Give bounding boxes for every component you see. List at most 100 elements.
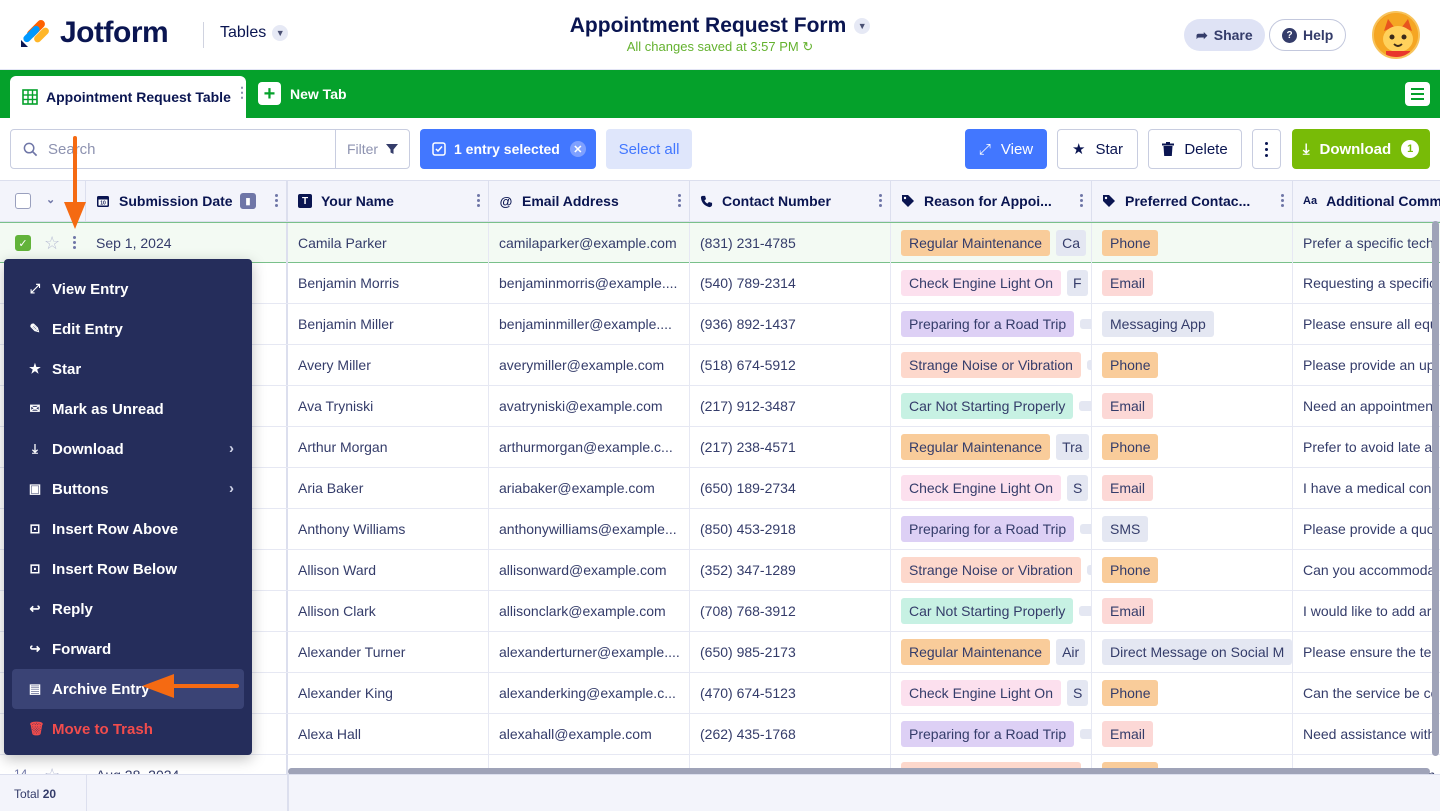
delete-button[interactable]: Delete — [1148, 129, 1242, 169]
cell-submission-date[interactable] — [86, 427, 288, 467]
hamburger-menu-button[interactable] — [1405, 82, 1430, 106]
menu-item-insert-row-below[interactable]: ⊡ Insert Row Below — [12, 549, 244, 589]
chevron-down-icon[interactable]: ▼ — [854, 18, 871, 35]
cell-email[interactable]: benjaminmorris@example.... — [489, 263, 690, 303]
pin-icon[interactable]: ▮ — [240, 193, 256, 209]
cell-submission-date[interactable] — [86, 263, 288, 303]
section-dropdown[interactable]: Tables ▼ — [220, 24, 289, 42]
vertical-scrollbar[interactable] — [1432, 221, 1439, 756]
cell-reason[interactable]: Regular Maintenance Tra — [891, 427, 1092, 467]
cell-reason[interactable]: Strange Noise or Vibration — [891, 550, 1092, 590]
cell-phone[interactable]: (831) 231-4785 — [690, 223, 891, 263]
table-row[interactable]: Anthony Williams anthonywilliams@example.… — [0, 509, 1440, 550]
cell-email[interactable]: anthonywilliams@example... — [489, 509, 690, 549]
cell-name[interactable]: Aria Baker — [288, 468, 489, 508]
cell-reason[interactable]: Car Not Starting Properly — [891, 591, 1092, 631]
cell-preferred-contact[interactable]: Email — [1092, 714, 1293, 754]
share-button[interactable]: ➦ Share — [1184, 19, 1265, 51]
more-actions-button[interactable] — [1252, 129, 1281, 169]
cell-additional-comments[interactable]: Please provide an up — [1303, 357, 1435, 373]
cell-email[interactable]: ariabaker@example.com — [489, 468, 690, 508]
cell-additional-comments[interactable]: Please provide a quo — [1303, 521, 1435, 537]
cell-email[interactable]: allisonclark@example.com — [489, 591, 690, 631]
cell-reason[interactable]: Preparing for a Road Trip — [891, 509, 1092, 549]
cell-phone[interactable]: (352) 347-1289 — [690, 550, 891, 590]
cell-reason[interactable]: Check Engine Light On S — [891, 468, 1092, 508]
search-box[interactable] — [10, 129, 336, 169]
cell-name[interactable]: Allison Clark — [288, 591, 489, 631]
horizontal-scrollbar[interactable] — [288, 768, 1430, 775]
cell-additional-comments[interactable]: Can the service be co — [1303, 685, 1439, 701]
cell-additional-comments[interactable]: Need an appointment — [1303, 398, 1437, 414]
menu-item-forward[interactable]: ↪ Forward — [12, 629, 244, 669]
menu-item-star[interactable]: ★ Star — [12, 349, 244, 389]
cell-email[interactable]: alexanderking@example.c... — [489, 673, 690, 713]
cell-name[interactable]: Avery Miller — [288, 345, 489, 385]
cell-reason[interactable]: Strange Noise or Vibration — [891, 345, 1092, 385]
menu-item-download[interactable]: ⤓ Download › — [12, 429, 244, 469]
cell-phone[interactable]: (936) 892-1437 — [690, 304, 891, 344]
menu-item-insert-row-above[interactable]: ⊡ Insert Row Above — [12, 509, 244, 549]
download-button[interactable]: ⤓ Download 1 — [1292, 129, 1430, 169]
cell-submission-date[interactable] — [86, 468, 288, 508]
column-header-your-name[interactable]: T Your Name — [288, 181, 489, 221]
cell-submission-date[interactable] — [86, 632, 288, 672]
select-all-button[interactable]: Select all — [606, 129, 692, 169]
cell-submission-date[interactable] — [86, 509, 288, 549]
column-header-submission-date[interactable]: 10 Submission Date ▮ — [86, 181, 288, 221]
form-title[interactable]: Appointment Request Form ▼ — [0, 14, 1440, 38]
cell-reason[interactable]: Check Engine Light On S — [891, 673, 1092, 713]
cell-submission-date[interactable] — [86, 591, 288, 631]
cell-additional-comments[interactable]: Prefer a specific tech — [1303, 235, 1434, 251]
cell-additional-comments[interactable]: I have a medical cond — [1303, 480, 1440, 496]
cell-submission-date[interactable] — [86, 714, 288, 754]
cell-preferred-contact[interactable]: Phone — [1092, 345, 1293, 385]
cell-reason[interactable]: Preparing for a Road Trip — [891, 714, 1092, 754]
cell-email[interactable]: arthurmorgan@example.c... — [489, 427, 690, 467]
column-header-email-address[interactable]: @ Email Address — [489, 181, 690, 221]
cell-preferred-contact[interactable]: Email — [1092, 386, 1293, 426]
clear-selection-icon[interactable]: ✕ — [569, 141, 586, 157]
cell-name[interactable]: Anthony Williams — [288, 509, 489, 549]
cell-preferred-contact[interactable]: Email — [1092, 591, 1293, 631]
cell-reason[interactable]: Preparing for a Road Trip — [891, 304, 1092, 344]
cell-additional-comments[interactable]: I would like to add ar — [1303, 603, 1432, 619]
cell-email[interactable]: avatryniski@example.com — [489, 386, 690, 426]
cell-additional-comments[interactable]: Prefer to avoid late a — [1303, 439, 1433, 455]
cell-submission-date[interactable] — [86, 550, 288, 590]
cell-submission-date[interactable] — [86, 304, 288, 344]
menu-item-edit-entry[interactable]: ✎ Edit Entry — [12, 309, 244, 349]
table-row[interactable]: ✓ ☆ Sep 1, 2024 Camila Parker camilaparker@e… — [0, 222, 1440, 263]
cell-reason[interactable]: Regular Maintenance Air — [891, 632, 1092, 672]
cell-email[interactable]: averymiller@example.com — [489, 345, 690, 385]
column-menu-icon[interactable] — [1080, 194, 1083, 207]
cell-additional-comments[interactable]: Requesting a specific — [1303, 275, 1437, 291]
cell-preferred-contact[interactable]: Phone — [1092, 427, 1293, 467]
brand-logo[interactable]: Jotform — [18, 16, 169, 50]
cell-name[interactable]: Alexa Hall — [288, 714, 489, 754]
cell-preferred-contact[interactable]: Direct Message on Social M — [1092, 632, 1293, 672]
cell-additional-comments[interactable]: Can you accommoda — [1303, 562, 1436, 578]
cell-additional-comments[interactable]: Need assistance with — [1303, 726, 1436, 742]
new-tab-button[interactable]: + New Tab — [258, 82, 347, 105]
star-button[interactable]: ★ Star — [1057, 129, 1138, 169]
cell-name[interactable]: Camila Parker — [288, 223, 489, 263]
cell-reason[interactable]: Regular Maintenance Ca — [891, 223, 1092, 263]
search-input[interactable] — [48, 140, 308, 158]
cell-phone[interactable]: (470) 674-5123 — [690, 673, 891, 713]
column-header-contact-number[interactable]: Contact Number — [690, 181, 891, 221]
cell-phone[interactable]: (217) 238-4571 — [690, 427, 891, 467]
cell-submission-date[interactable] — [86, 345, 288, 385]
cell-email[interactable]: alexahall@example.com — [489, 714, 690, 754]
filter-button[interactable]: Filter — [335, 129, 410, 169]
tab-appointment-request-table[interactable]: Appointment Request Table ⋮ — [10, 76, 249, 118]
column-menu-icon[interactable] — [275, 194, 278, 207]
cell-additional-comments[interactable]: Please ensure the tec — [1303, 644, 1439, 660]
cell-phone[interactable]: (650) 985-2173 — [690, 632, 891, 672]
avatar[interactable] — [1372, 11, 1420, 59]
column-menu-icon[interactable] — [678, 194, 681, 207]
cell-name[interactable]: Benjamin Miller — [288, 304, 489, 344]
column-menu-icon[interactable] — [477, 194, 480, 207]
cell-preferred-contact[interactable]: Phone — [1092, 673, 1293, 713]
menu-item-reply[interactable]: ↩ Reply — [12, 589, 244, 629]
